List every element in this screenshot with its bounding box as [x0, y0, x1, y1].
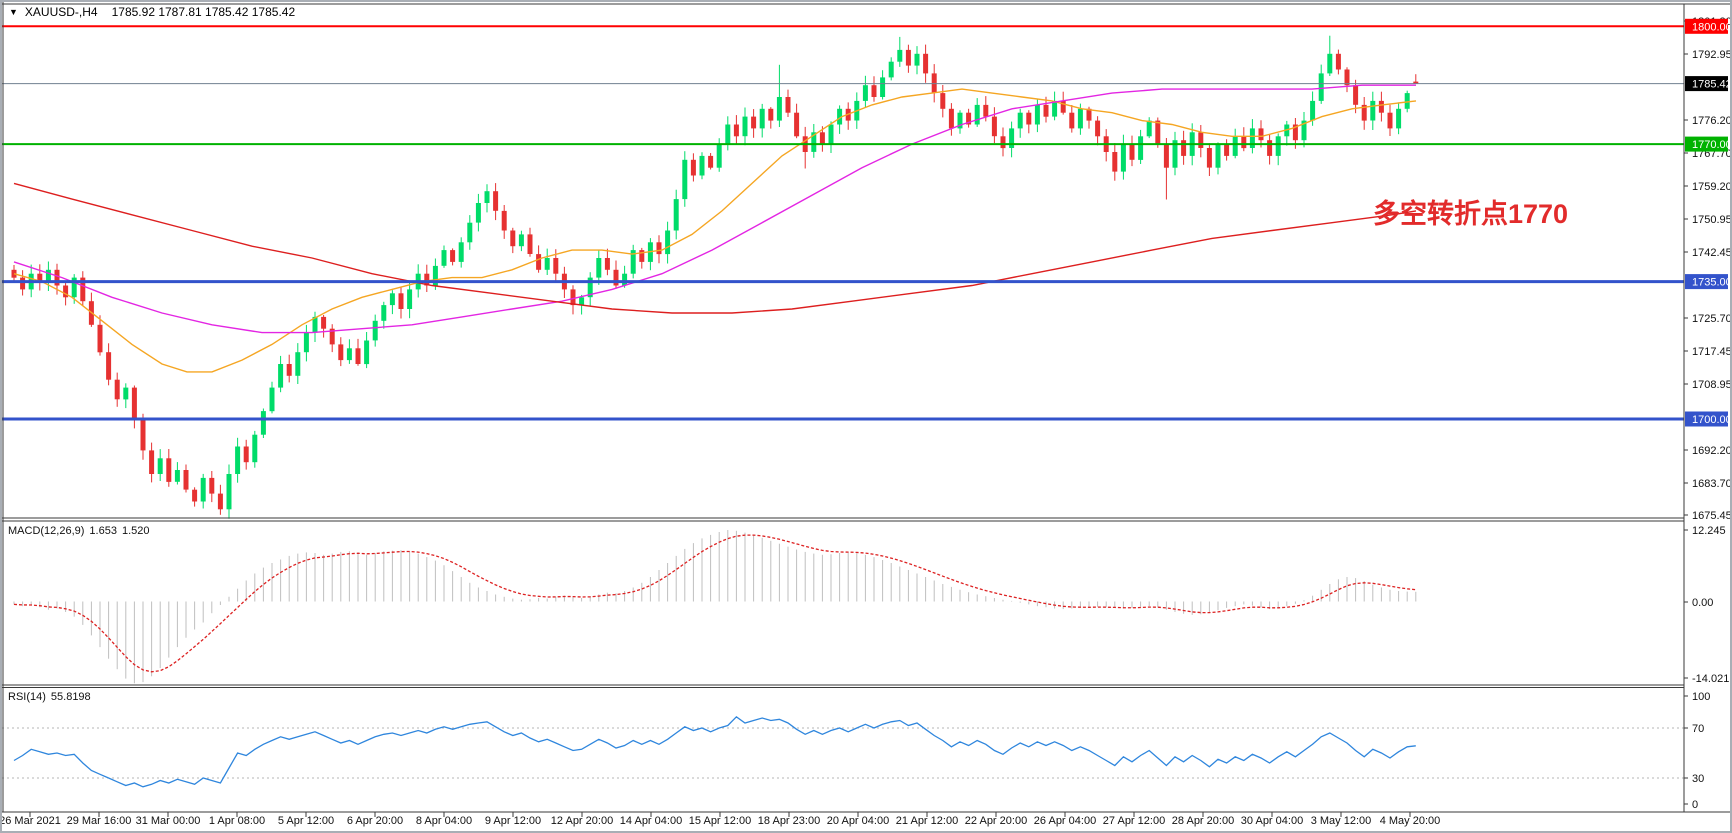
svg-text:1675.45: 1675.45	[1692, 510, 1730, 522]
svg-text:5 Apr 12:00: 5 Apr 12:00	[278, 815, 334, 827]
svg-text:100: 100	[1692, 691, 1710, 703]
svg-text:1742.45: 1742.45	[1692, 247, 1730, 259]
svg-text:22 Apr 20:00: 22 Apr 20:00	[965, 815, 1027, 827]
svg-text:70: 70	[1692, 723, 1704, 735]
svg-text:8 Apr 04:00: 8 Apr 04:00	[416, 815, 472, 827]
svg-text:14 Apr 04:00: 14 Apr 04:00	[620, 815, 682, 827]
price-annotation-text: 多空转折点1770	[1373, 199, 1569, 229]
price-tag-1770.00: 1770.00	[1685, 136, 1730, 152]
price-tag-1800.00: 1800.00	[1685, 18, 1730, 34]
symbol-dropdown-icon[interactable]: ▼	[9, 7, 18, 17]
svg-text:30: 30	[1692, 773, 1704, 785]
svg-text:18 Apr 23:00: 18 Apr 23:00	[758, 815, 820, 827]
rsi-name: RSI(14)	[8, 691, 46, 703]
svg-text:20 Apr 04:00: 20 Apr 04:00	[827, 815, 889, 827]
panel-separator[interactable]	[2, 517, 1684, 522]
svg-text:3 May 12:00: 3 May 12:00	[1311, 815, 1372, 827]
svg-text:29 Mar 16:00: 29 Mar 16:00	[67, 815, 132, 827]
macd-value-signal: 1.520	[121, 525, 150, 537]
macd-histogram	[13, 530, 1417, 684]
panel-separator[interactable]	[2, 684, 1684, 688]
svg-text:1700.00: 1700.00	[1692, 414, 1730, 426]
svg-text:26 Apr 04:00: 26 Apr 04:00	[1034, 815, 1096, 827]
ma-fast-orange	[13, 88, 1417, 373]
svg-text:1692.20: 1692.20	[1692, 445, 1730, 457]
macd-indicator-label: MACD(12,26,9) 1.653 1.520	[8, 525, 149, 537]
candlestick-series	[11, 35, 1419, 519]
svg-text:27 Apr 12:00: 27 Apr 12:00	[1103, 815, 1165, 827]
svg-text:4 May 20:00: 4 May 20:00	[1380, 815, 1441, 827]
svg-text:0: 0	[1692, 799, 1698, 811]
time-axis[interactable]: 26 Mar 2021 29 Mar 16:00 31 Mar 00:00 1 Apr…	[2, 812, 1440, 827]
svg-text:1 Apr 08:00: 1 Apr 08:00	[209, 815, 265, 827]
svg-text:26 Mar 2021: 26 Mar 2021	[2, 815, 61, 827]
svg-text:1725.70: 1725.70	[1692, 313, 1730, 325]
rsi-value: 55.8198	[50, 691, 91, 703]
svg-text:30 Apr 04:00: 30 Apr 04:00	[1241, 815, 1303, 827]
svg-text:1708.95: 1708.95	[1692, 379, 1730, 391]
svg-text:-14.021: -14.021	[1692, 673, 1729, 685]
svg-text:1750.95: 1750.95	[1692, 214, 1730, 226]
svg-text:1792.95: 1792.95	[1692, 49, 1730, 61]
macd-value-main: 1.653	[89, 525, 117, 537]
svg-text:1770.00: 1770.00	[1692, 139, 1730, 151]
rsi-line	[13, 715, 1416, 788]
ohlc-readout: 1785.92 1787.81 1785.42 1785.42	[111, 5, 296, 19]
ma-slow-red	[13, 182, 1417, 314]
chart-title-bar: ▼ XAUUSD-,H4 1785.92 1787.81 1785.42 178…	[3, 3, 295, 21]
svg-text:0.00: 0.00	[1692, 597, 1713, 609]
svg-text:21 Apr 12:00: 21 Apr 12:00	[896, 815, 958, 827]
svg-text:15 Apr 12:00: 15 Apr 12:00	[689, 815, 751, 827]
svg-text:28 Apr 20:00: 28 Apr 20:00	[1172, 815, 1234, 827]
svg-text:6 Apr 20:00: 6 Apr 20:00	[347, 815, 403, 827]
ma-mid-magenta	[13, 84, 1416, 334]
svg-text:9 Apr 12:00: 9 Apr 12:00	[485, 815, 541, 827]
svg-text:1683.70: 1683.70	[1692, 478, 1730, 490]
svg-text:31 Mar 00:00: 31 Mar 00:00	[136, 815, 201, 827]
svg-text:1735.00: 1735.00	[1692, 277, 1730, 289]
macd-signal-line	[13, 534, 1416, 673]
svg-text:12.245: 12.245	[1692, 525, 1726, 537]
rsi-indicator-label: RSI(14) 55.8198	[8, 691, 91, 703]
svg-text:1800.00: 1800.00	[1692, 21, 1730, 33]
svg-text:1785.42: 1785.42	[1692, 79, 1730, 91]
macd-name: MACD(12,26,9)	[8, 525, 85, 537]
symbol-period-label: XAUUSD-,H4	[24, 5, 98, 19]
current-price-tag: 1785.42	[1685, 76, 1730, 92]
svg-text:1717.45: 1717.45	[1692, 346, 1730, 358]
svg-text:1776.20: 1776.20	[1692, 115, 1730, 127]
price-tag-1735.00: 1735.00	[1685, 274, 1730, 290]
svg-text:12 Apr 20:00: 12 Apr 20:00	[551, 815, 613, 827]
indicator-axis-labels: 12.245 0.00 -14.021 100 70 30 0	[1684, 525, 1729, 811]
price-tag-1700.00: 1700.00	[1685, 411, 1730, 427]
svg-text:1759.20: 1759.20	[1692, 181, 1730, 193]
